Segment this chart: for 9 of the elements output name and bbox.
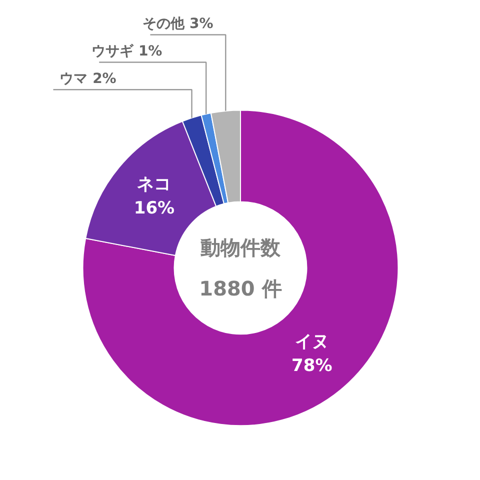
slice-label: その他 3%: [142, 16, 214, 32]
data-label: 16%: [134, 198, 175, 219]
text: 動物件数: [200, 235, 282, 260]
slice-label: ウマ 2%: [60, 70, 116, 87]
slice-label: イヌ: [294, 332, 329, 352]
slice-label: ウサギ 1%: [92, 43, 162, 60]
slice-label: ネコ: [137, 174, 172, 195]
text: 1880 件: [199, 276, 282, 300]
data-label: 78%: [292, 356, 332, 376]
